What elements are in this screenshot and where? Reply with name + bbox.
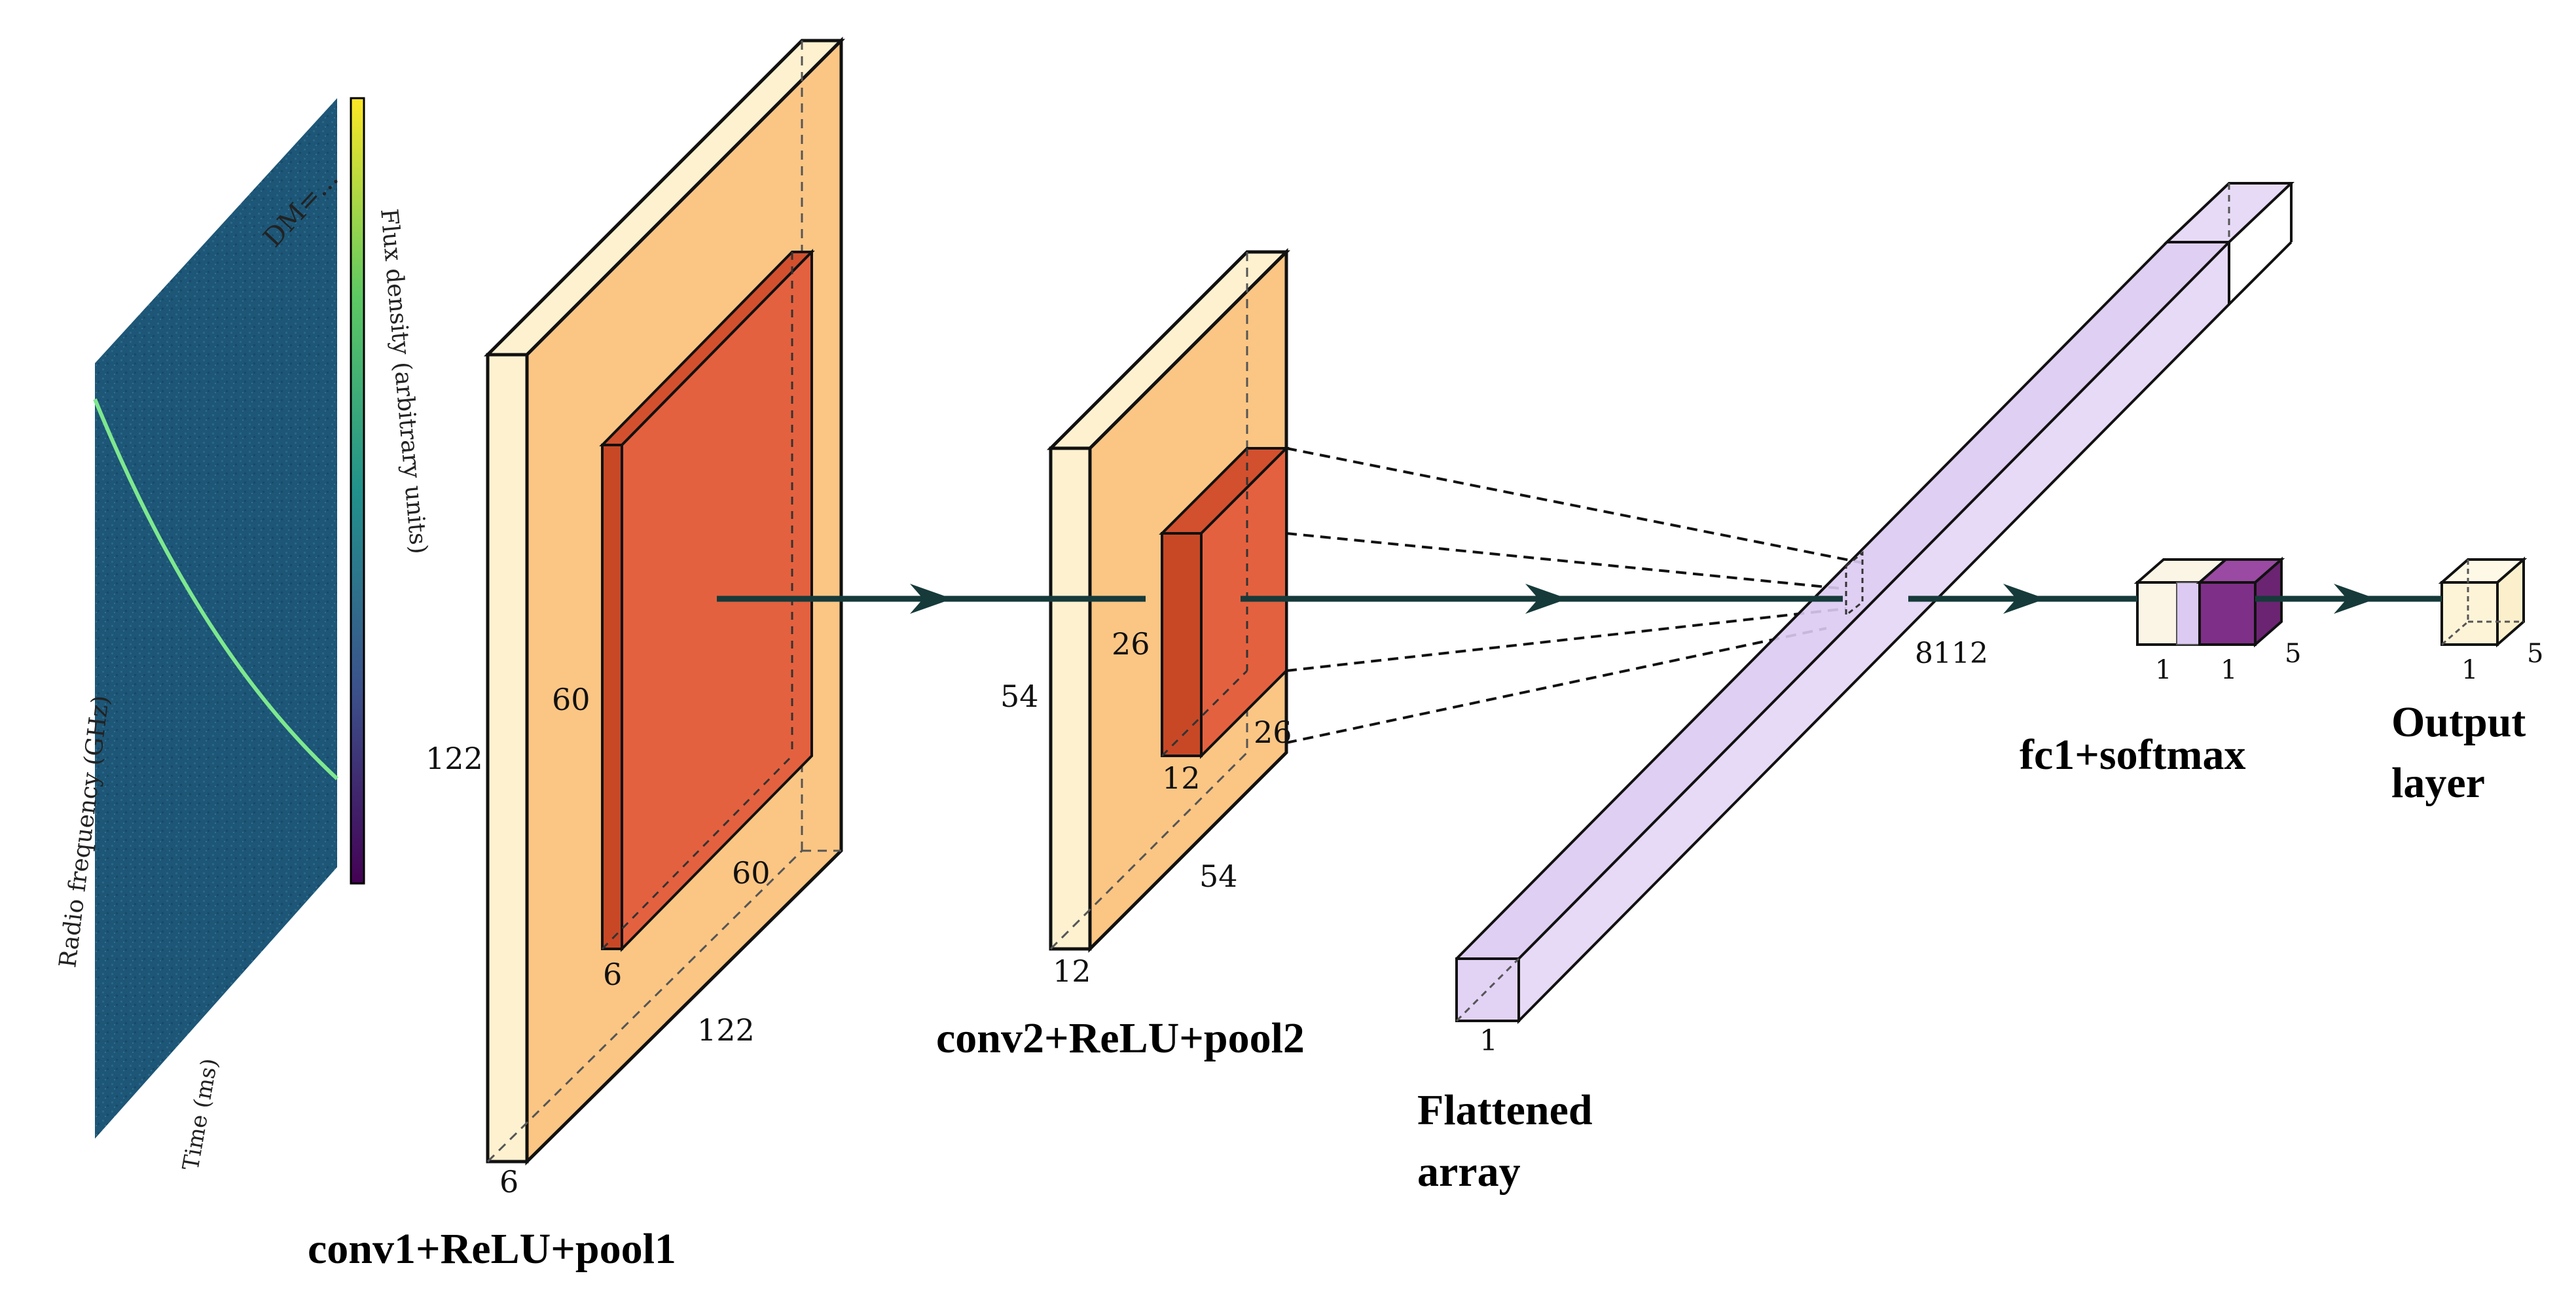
output-dim-a: 1 — [2461, 655, 2478, 685]
conv2-outer-depth: 12 — [1053, 953, 1091, 989]
arrowhead-1 — [910, 584, 952, 614]
flatten-end — [1455, 957, 1520, 1022]
conv2-inner-width: 26 — [1254, 715, 1292, 750]
conv1-outer-depth: 6 — [499, 1164, 518, 1200]
conv2-outer-width: 54 — [1199, 859, 1238, 894]
conv1-outer-height: 122 — [426, 741, 483, 776]
flatten-side — [1517, 239, 2230, 1024]
output-dim-b: 5 — [2527, 639, 2543, 669]
conv1-block: 122 122 6 60 60 6 conv1+ReLU+pool1 — [308, 36, 846, 1273]
flatten-width: 1 — [1479, 1024, 1498, 1058]
fc1-caption: fc1+softmax — [2020, 731, 2246, 779]
conv2-inner-height: 26 — [1112, 626, 1150, 662]
output-caption-line1: Output — [2391, 698, 2526, 746]
projection-lines — [1286, 447, 1863, 744]
conv2-caption: conv2+ReLU+pool2 — [936, 1014, 1305, 1062]
output-block: 1 5 Output layer — [2391, 556, 2543, 807]
conv1-inner-depth: 6 — [603, 957, 622, 992]
arrowhead-3 — [2003, 584, 2046, 614]
x-axis-label: Time (ms) — [177, 1056, 223, 1172]
spectrogram-plot — [95, 98, 337, 1139]
flatten-caption-line2: array — [1417, 1148, 1521, 1196]
fc1-block: 1 1 5 fc1+softmax — [2020, 556, 2301, 779]
input-spectrogram: DM=... Time (ms) Radio frequency (GHz) F… — [54, 97, 432, 1173]
conv1-caption: conv1+ReLU+pool1 — [308, 1225, 676, 1273]
conv2-side-face — [1049, 446, 1092, 951]
arrowhead-2 — [1525, 584, 1568, 614]
arrow-heads — [910, 584, 2376, 614]
conv2-inner-depth: 12 — [1162, 760, 1201, 796]
conv1-outer-width: 122 — [697, 1012, 755, 1048]
colorbar — [350, 97, 365, 885]
conv1-inner-side — [601, 444, 623, 950]
flatten-caption-line1: Flattened — [1417, 1086, 1593, 1134]
flatten-size: 8112 — [1915, 637, 1988, 670]
colorbar-label: Flux density (arbitrary units) — [375, 207, 432, 555]
fc1-dim-c: 5 — [2285, 639, 2301, 669]
output-box-front — [2440, 581, 2499, 646]
dispersion-curve — [93, 398, 339, 781]
fc1-dim-a: 1 — [2155, 655, 2171, 685]
conv1-side-face — [486, 353, 529, 1164]
fc1-purple-front — [2198, 581, 2257, 646]
arrowhead-4 — [2334, 584, 2376, 614]
conv1-inner-height: 60 — [552, 682, 590, 717]
flattened-array: 8112 1 Flattened array — [1417, 182, 2295, 1196]
output-caption-line2: layer — [2391, 759, 2485, 807]
conv1-inner-width: 60 — [732, 855, 771, 891]
conv2-outer-height: 54 — [1000, 679, 1039, 714]
fc1-purple-side — [2254, 556, 2283, 648]
conv2-block: 54 54 12 26 26 12 conv2+ReLU+pool2 — [936, 247, 1305, 1062]
fc1-dim-b: 1 — [2221, 655, 2237, 685]
